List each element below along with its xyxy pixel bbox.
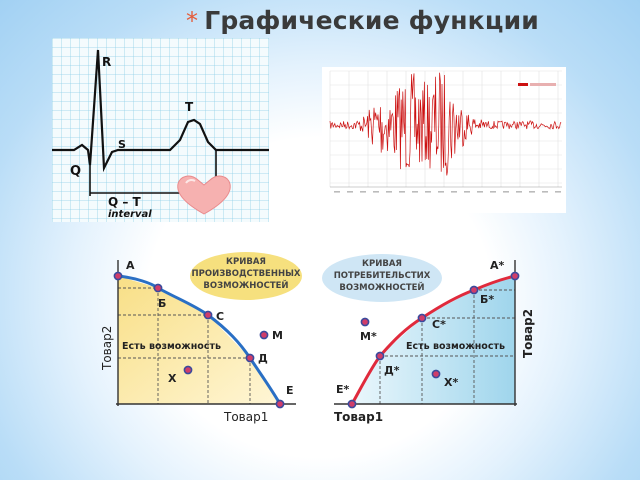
ecg-label-r: R: [102, 55, 111, 69]
ecg-trace: [52, 49, 269, 173]
ppf-point-a: [113, 271, 123, 281]
ppf-y-axis-label: Товар2: [100, 326, 114, 371]
ppf-label-e: Е: [286, 384, 294, 397]
ppf-point-d: [245, 353, 255, 363]
cpf-title-line2: ПОТРЕБИТЕЛЬСТИХ: [334, 271, 431, 281]
cpf-label-c: С*: [432, 318, 446, 331]
ppf-point-m: [259, 330, 269, 340]
ppf-title-line2: ПРОИЗВОДСТВЕННЫХ: [192, 269, 301, 279]
cpf-title-line1: КРИВАЯ: [362, 259, 402, 269]
cpf-label-x: Х*: [444, 376, 458, 389]
heart-icon: [177, 175, 231, 215]
ppf-point-e: [275, 399, 285, 409]
cpf-label-b: Б*: [480, 293, 494, 306]
cpf-point-d: [375, 351, 385, 361]
cpf-point-a: [510, 271, 520, 281]
waveform-legend-swatch: [518, 83, 528, 86]
ppf-label-x: Х: [168, 372, 177, 385]
cpf-chart: КРИВАЯ ПОТРЕБИТЕЛЬСТИХ ВОЗМОЖНОСТЕЙ А* Б…: [322, 254, 535, 424]
cpf-label-e: Е*: [336, 383, 350, 396]
cpf-x-axis-label: Товар1: [334, 410, 383, 424]
ppf-label-d: Д: [258, 352, 268, 365]
slide-title-text: Графические функции: [204, 6, 540, 35]
cpf-point-x: [431, 369, 441, 379]
cpf-title-bubble: [322, 254, 442, 302]
cpf-point-b: [469, 285, 479, 295]
ppf-label-c: С: [216, 310, 224, 323]
cpf-point-c: [417, 313, 427, 323]
ecg-label-t: T: [185, 100, 194, 114]
ppf-point-c: [203, 310, 213, 320]
waveform-trace: [329, 72, 562, 176]
ecg-label-q: Q: [70, 164, 81, 179]
ppf-x-axis-label: Товар1: [223, 410, 268, 424]
cpf-label-d: Д*: [384, 364, 400, 377]
ppf-label-b: Б: [158, 297, 166, 310]
slide-title: * Графические функции: [186, 6, 640, 35]
ppf-point-b: [153, 283, 163, 293]
cpf-label-m: М*: [360, 330, 377, 343]
ecg-label-interval: interval: [108, 209, 152, 220]
ppf-region: [118, 276, 280, 404]
cpf-title-line3: ВОЗМОЖНОСТЕЙ: [339, 281, 424, 293]
ppf-region-label: Есть возможность: [122, 341, 221, 352]
ecg-label-qt: Q – T: [108, 195, 142, 209]
waveform-image: [322, 67, 566, 213]
cpf-region-label: Есть возможность: [406, 341, 505, 352]
ppf-title-line3: ВОЗМОЖНОСТЕЙ: [203, 279, 288, 291]
ppf-title-line1: КРИВАЯ: [226, 257, 266, 267]
ppf-label-m: М: [272, 329, 283, 342]
ppf-title-bubble: [190, 252, 302, 300]
ecg-image: R T S Q Q – T interval: [52, 38, 269, 222]
ppf-chart: КРИВАЯ ПРОИЗВОДСТВЕННЫХ ВОЗМОЖНОСТЕЙ А Б…: [100, 252, 302, 424]
cpf-point-m: [360, 317, 370, 327]
ppf-label-a: А: [126, 259, 135, 272]
ppf-point-x: [183, 365, 193, 375]
ecg-label-s: S: [118, 138, 126, 151]
cpf-y-axis-label: Товар2: [521, 309, 535, 358]
cpf-point-e: [347, 399, 357, 409]
cpf-label-a: А*: [490, 259, 505, 272]
title-bullet-icon: *: [186, 7, 199, 35]
